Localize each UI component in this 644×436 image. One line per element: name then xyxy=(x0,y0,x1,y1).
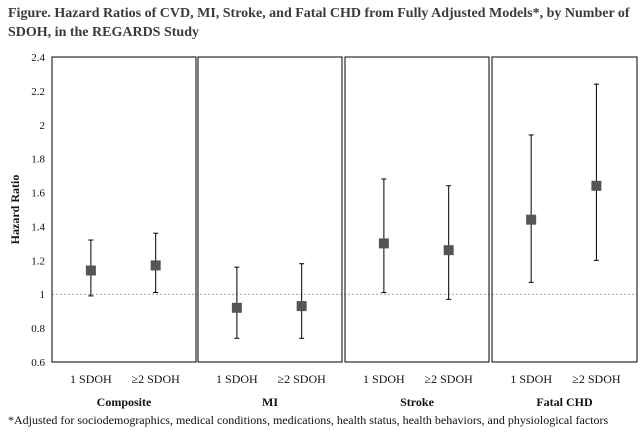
panel-frame xyxy=(491,56,638,363)
x-tick-label: ≥2 SDOH xyxy=(278,372,327,386)
panel-label: MI xyxy=(262,395,278,409)
y-tick-label: 2.2 xyxy=(31,86,45,98)
x-tick-label: ≥2 SDOH xyxy=(572,372,621,386)
y-tick-label: 1.8 xyxy=(31,154,45,166)
x-tick-label: 1 SDOH xyxy=(363,372,405,386)
y-tick-label: 0.8 xyxy=(31,323,45,335)
hazard-ratio-point xyxy=(591,180,602,191)
x-tick-label: ≥2 SDOH xyxy=(132,372,181,386)
y-tick-label: 2.4 xyxy=(31,52,45,64)
panel-frame xyxy=(197,56,343,363)
y-tick-label: 1.6 xyxy=(31,188,45,200)
panel-frame xyxy=(51,56,197,363)
x-tick-label: 1 SDOH xyxy=(70,372,112,386)
chart-title: Figure. Hazard Ratios of CVD, MI, Stroke… xyxy=(8,6,630,40)
panel-label: Stroke xyxy=(400,395,434,409)
hazard-ratio-point xyxy=(231,302,242,313)
panel-label: Composite xyxy=(97,395,152,409)
hazard-ratio-point xyxy=(526,214,537,225)
y-tick-label: 1.4 xyxy=(31,221,45,233)
hazard-ratio-point xyxy=(378,238,389,249)
x-tick-label: 1 SDOH xyxy=(510,372,552,386)
y-tick-label: 1.2 xyxy=(31,255,45,267)
hazard-ratio-point xyxy=(85,265,96,276)
hazard-ratio-point xyxy=(443,245,454,256)
y-axis-label: Hazard Ratio xyxy=(8,175,22,245)
panel-frame xyxy=(344,56,490,363)
x-tick-label: 1 SDOH xyxy=(216,372,258,386)
y-tick-label: 2 xyxy=(40,120,46,132)
y-tick-label: 0.6 xyxy=(31,357,45,369)
y-tick-label: 1 xyxy=(40,289,46,301)
hazard-ratio-point xyxy=(296,301,307,312)
hazard-ratio-point xyxy=(150,260,161,271)
panel-label: Fatal CHD xyxy=(536,395,593,409)
footnote: *Adjusted for sociodemographics, medical… xyxy=(8,413,609,427)
x-tick-label: ≥2 SDOH xyxy=(425,372,474,386)
